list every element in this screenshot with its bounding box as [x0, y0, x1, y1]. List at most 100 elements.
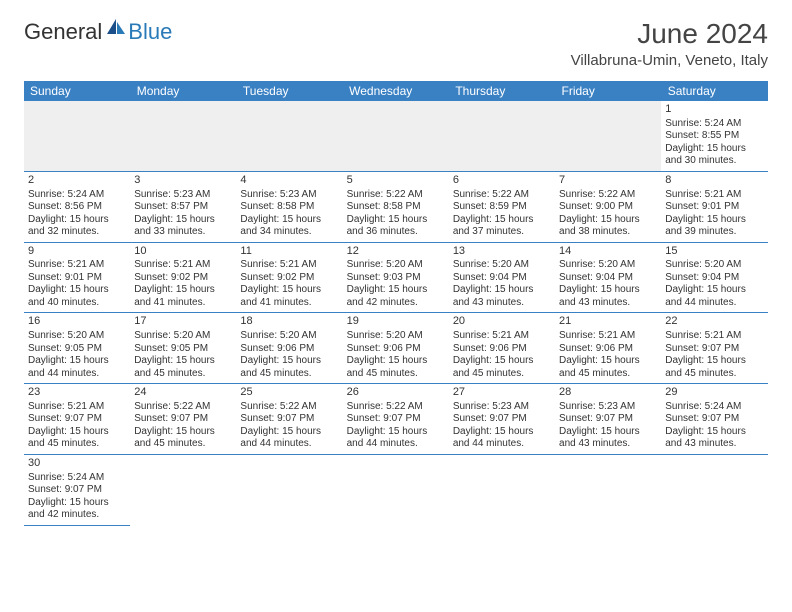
sunrise-text: Sunrise: 5:21 AM: [453, 330, 551, 343]
sunrise-text: Sunrise: 5:23 AM: [559, 401, 657, 414]
sunset-text: Sunset: 9:07 PM: [453, 413, 551, 426]
sunrise-text: Sunrise: 5:22 AM: [347, 401, 445, 414]
sunrise-text: Sunrise: 5:21 AM: [134, 259, 232, 272]
calendar-week: 16Sunrise: 5:20 AMSunset: 9:05 PMDayligh…: [24, 313, 768, 384]
calendar-cell: [130, 101, 236, 171]
sunrise-text: Sunrise: 5:22 AM: [559, 189, 657, 202]
sunset-text: Sunset: 9:00 PM: [559, 201, 657, 214]
calendar-week: 2Sunrise: 5:24 AMSunset: 8:56 PMDaylight…: [24, 171, 768, 242]
day-number: 27: [453, 386, 551, 400]
sunset-text: Sunset: 8:56 PM: [28, 201, 126, 214]
calendar-cell: 18Sunrise: 5:20 AMSunset: 9:06 PMDayligh…: [236, 313, 342, 384]
sunset-text: Sunset: 9:04 PM: [665, 272, 763, 285]
calendar-body: 1Sunrise: 5:24 AMSunset: 8:55 PMDaylight…: [24, 101, 768, 525]
calendar-cell: [236, 454, 342, 525]
calendar-week: 1Sunrise: 5:24 AMSunset: 8:55 PMDaylight…: [24, 101, 768, 171]
day-number: 6: [453, 174, 551, 188]
daylight-text: Daylight: 15 hours and 43 minutes.: [453, 284, 551, 309]
sunset-text: Sunset: 9:03 PM: [347, 272, 445, 285]
month-title: June 2024: [571, 18, 768, 50]
sunset-text: Sunset: 9:07 PM: [559, 413, 657, 426]
day-header: Thursday: [449, 81, 555, 101]
daylight-text: Daylight: 15 hours and 44 minutes.: [240, 426, 338, 451]
calendar-cell: 19Sunrise: 5:20 AMSunset: 9:06 PMDayligh…: [343, 313, 449, 384]
calendar-cell: 4Sunrise: 5:23 AMSunset: 8:58 PMDaylight…: [236, 171, 342, 242]
day-header: Saturday: [661, 81, 767, 101]
sunrise-text: Sunrise: 5:24 AM: [665, 118, 763, 131]
daylight-text: Daylight: 15 hours and 38 minutes.: [559, 214, 657, 239]
sunset-text: Sunset: 9:05 PM: [134, 343, 232, 356]
calendar-cell: 25Sunrise: 5:22 AMSunset: 9:07 PMDayligh…: [236, 384, 342, 455]
sunset-text: Sunset: 8:57 PM: [134, 201, 232, 214]
calendar-cell: 22Sunrise: 5:21 AMSunset: 9:07 PMDayligh…: [661, 313, 767, 384]
calendar-cell: 10Sunrise: 5:21 AMSunset: 9:02 PMDayligh…: [130, 242, 236, 313]
day-number: 28: [559, 386, 657, 400]
calendar-cell: 3Sunrise: 5:23 AMSunset: 8:57 PMDaylight…: [130, 171, 236, 242]
calendar-cell: 20Sunrise: 5:21 AMSunset: 9:06 PMDayligh…: [449, 313, 555, 384]
day-number: 30: [28, 457, 126, 471]
day-number: 26: [347, 386, 445, 400]
sunrise-text: Sunrise: 5:23 AM: [453, 401, 551, 414]
day-number: 14: [559, 245, 657, 259]
sunset-text: Sunset: 8:58 PM: [347, 201, 445, 214]
sunrise-text: Sunrise: 5:23 AM: [134, 189, 232, 202]
sunrise-text: Sunrise: 5:20 AM: [28, 330, 126, 343]
day-number: 29: [665, 386, 763, 400]
daylight-text: Daylight: 15 hours and 45 minutes.: [134, 355, 232, 380]
day-number: 22: [665, 315, 763, 329]
calendar-cell: [449, 454, 555, 525]
daylight-text: Daylight: 15 hours and 44 minutes.: [665, 284, 763, 309]
calendar-cell: 24Sunrise: 5:22 AMSunset: 9:07 PMDayligh…: [130, 384, 236, 455]
calendar-cell: [130, 454, 236, 525]
sunrise-text: Sunrise: 5:21 AM: [240, 259, 338, 272]
day-number: 7: [559, 174, 657, 188]
sunrise-text: Sunrise: 5:20 AM: [134, 330, 232, 343]
daylight-text: Daylight: 15 hours and 43 minutes.: [559, 284, 657, 309]
sunrise-text: Sunrise: 5:22 AM: [453, 189, 551, 202]
calendar-cell: 12Sunrise: 5:20 AMSunset: 9:03 PMDayligh…: [343, 242, 449, 313]
daylight-text: Daylight: 15 hours and 45 minutes.: [347, 355, 445, 380]
calendar-cell: 28Sunrise: 5:23 AMSunset: 9:07 PMDayligh…: [555, 384, 661, 455]
daylight-text: Daylight: 15 hours and 30 minutes.: [665, 143, 763, 168]
sunset-text: Sunset: 9:07 PM: [134, 413, 232, 426]
sunset-text: Sunset: 9:06 PM: [453, 343, 551, 356]
day-number: 9: [28, 245, 126, 259]
day-number: 11: [240, 245, 338, 259]
calendar-cell: 8Sunrise: 5:21 AMSunset: 9:01 PMDaylight…: [661, 171, 767, 242]
calendar-cell: 14Sunrise: 5:20 AMSunset: 9:04 PMDayligh…: [555, 242, 661, 313]
calendar-cell: 23Sunrise: 5:21 AMSunset: 9:07 PMDayligh…: [24, 384, 130, 455]
daylight-text: Daylight: 15 hours and 34 minutes.: [240, 214, 338, 239]
daylight-text: Daylight: 15 hours and 45 minutes.: [665, 355, 763, 380]
sunset-text: Sunset: 8:59 PM: [453, 201, 551, 214]
daylight-text: Daylight: 15 hours and 33 minutes.: [134, 214, 232, 239]
sunset-text: Sunset: 9:04 PM: [559, 272, 657, 285]
daylight-text: Daylight: 15 hours and 45 minutes.: [240, 355, 338, 380]
sunrise-text: Sunrise: 5:20 AM: [347, 330, 445, 343]
page-header: General Blue June 2024 Villabruna-Umin, …: [0, 0, 792, 75]
calendar-cell: [343, 454, 449, 525]
calendar-cell: 27Sunrise: 5:23 AMSunset: 9:07 PMDayligh…: [449, 384, 555, 455]
calendar-cell: 9Sunrise: 5:21 AMSunset: 9:01 PMDaylight…: [24, 242, 130, 313]
calendar-cell: 29Sunrise: 5:24 AMSunset: 9:07 PMDayligh…: [661, 384, 767, 455]
daylight-text: Daylight: 15 hours and 45 minutes.: [559, 355, 657, 380]
daylight-text: Daylight: 15 hours and 40 minutes.: [28, 284, 126, 309]
sunset-text: Sunset: 9:04 PM: [453, 272, 551, 285]
calendar-cell: 7Sunrise: 5:22 AMSunset: 9:00 PMDaylight…: [555, 171, 661, 242]
calendar-cell: [555, 454, 661, 525]
sunrise-text: Sunrise: 5:23 AM: [240, 189, 338, 202]
day-number: 1: [665, 103, 763, 117]
daylight-text: Daylight: 15 hours and 45 minutes.: [134, 426, 232, 451]
calendar-cell: [661, 454, 767, 525]
sunrise-text: Sunrise: 5:20 AM: [453, 259, 551, 272]
sunrise-text: Sunrise: 5:20 AM: [665, 259, 763, 272]
calendar-cell: 5Sunrise: 5:22 AMSunset: 8:58 PMDaylight…: [343, 171, 449, 242]
calendar-cell: 26Sunrise: 5:22 AMSunset: 9:07 PMDayligh…: [343, 384, 449, 455]
sunrise-text: Sunrise: 5:20 AM: [240, 330, 338, 343]
sunrise-text: Sunrise: 5:22 AM: [347, 189, 445, 202]
sunset-text: Sunset: 9:06 PM: [347, 343, 445, 356]
day-number: 21: [559, 315, 657, 329]
daylight-text: Daylight: 15 hours and 43 minutes.: [665, 426, 763, 451]
sunset-text: Sunset: 9:07 PM: [240, 413, 338, 426]
calendar-cell: [343, 101, 449, 171]
sunrise-text: Sunrise: 5:20 AM: [559, 259, 657, 272]
